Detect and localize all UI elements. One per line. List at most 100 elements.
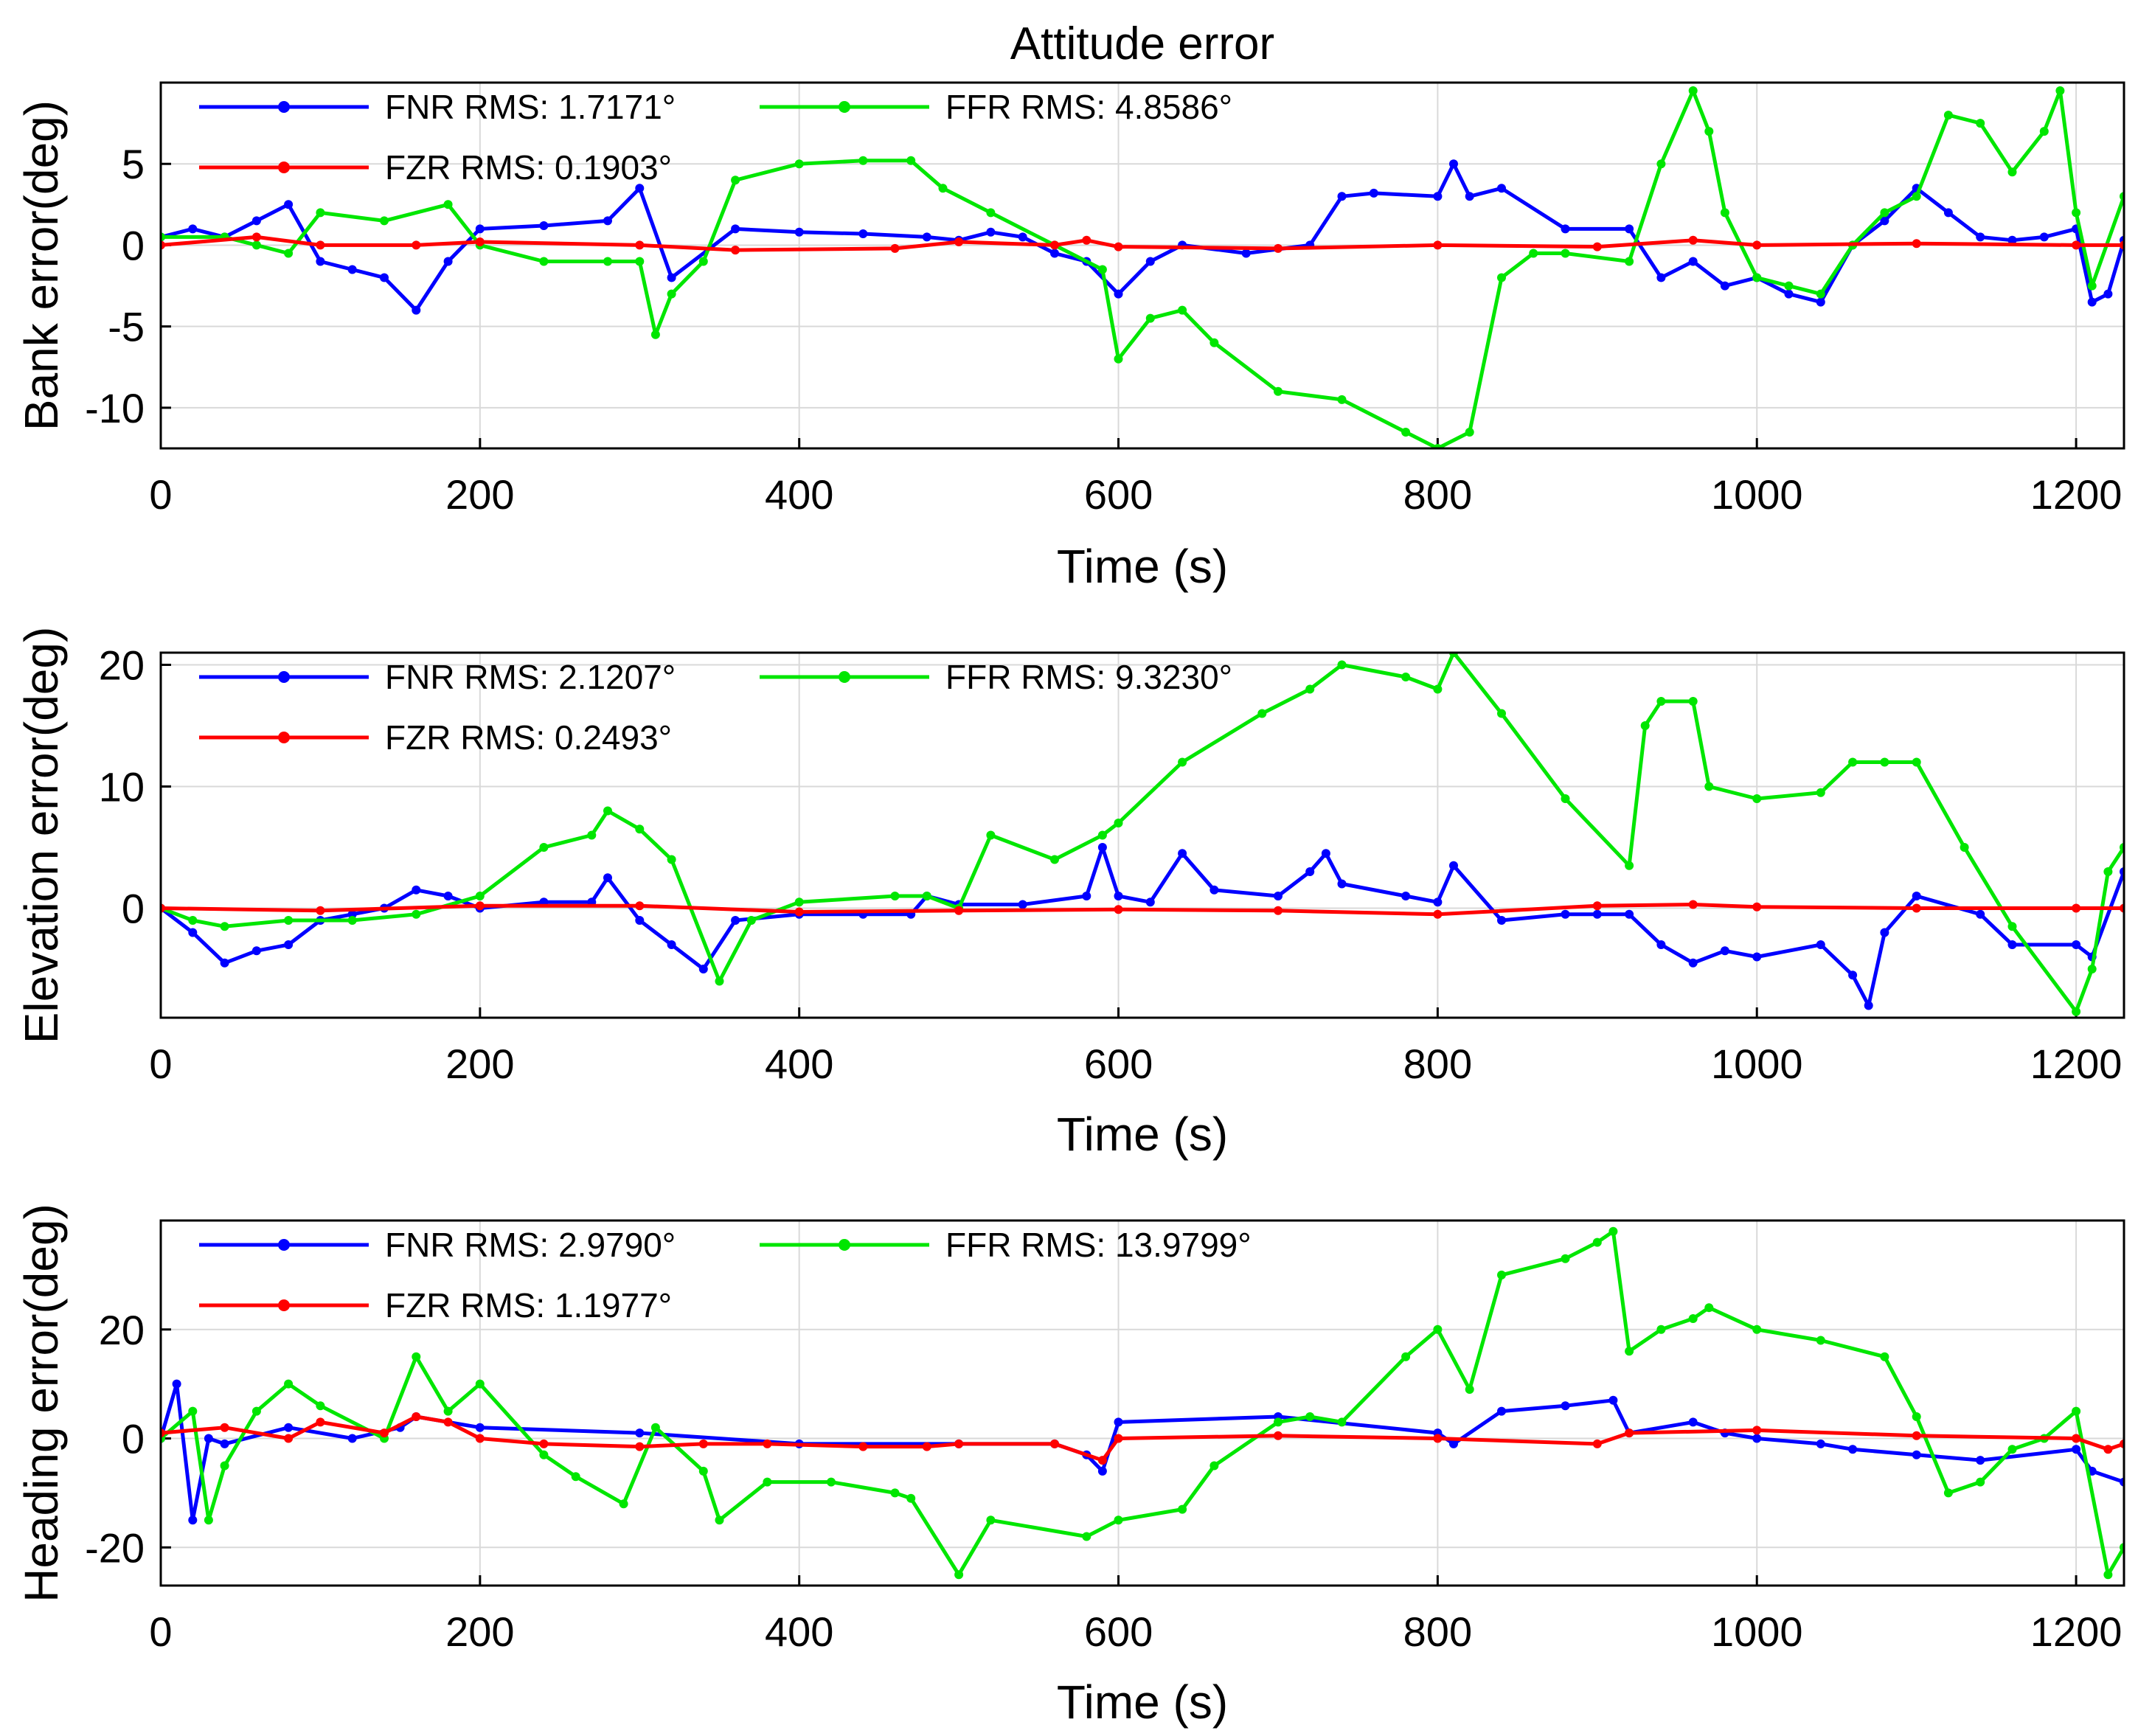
data-point-ffr — [827, 1477, 836, 1487]
data-point-ffr — [1912, 757, 1921, 767]
y-tick-label: 10 — [99, 764, 145, 810]
data-point-ffr — [316, 1401, 325, 1411]
legend-marker — [278, 1239, 290, 1251]
data-point-ffr — [906, 156, 916, 165]
data-point-ffr — [1880, 757, 1889, 767]
data-point-ffr — [603, 806, 612, 816]
data-point-ffr — [1912, 192, 1921, 201]
data-point-fnr — [1656, 273, 1666, 282]
data-point-fnr — [1752, 1434, 1762, 1443]
data-point-ffr — [922, 892, 931, 900]
data-point-fnr — [172, 1379, 181, 1389]
data-point-fnr — [1178, 849, 1187, 858]
data-point-ffr — [1178, 305, 1187, 315]
data-point-ffr — [539, 257, 549, 266]
x-tick-label: 200 — [445, 1608, 514, 1655]
x-tick-label: 600 — [1084, 1041, 1153, 1087]
data-point-ffr — [1465, 428, 1474, 437]
data-point-fzr — [1433, 1434, 1443, 1443]
data-point-fnr — [1369, 188, 1378, 198]
data-point-ffr — [2007, 167, 2017, 177]
data-point-ffr — [220, 922, 229, 931]
data-point-fnr — [2039, 232, 2049, 242]
data-point-fnr — [922, 232, 931, 242]
legend-item-ffr: FFR RMS: 4.8586° — [760, 88, 1232, 126]
data-point-ffr — [1943, 111, 1953, 120]
data-point-ffr — [587, 830, 597, 840]
data-point-fnr — [1561, 909, 1570, 919]
data-point-ffr — [1656, 1324, 1666, 1334]
data-point-ffr — [715, 976, 724, 986]
data-point-fnr — [1816, 940, 1825, 949]
data-point-ffr — [858, 156, 868, 165]
data-point-fzr — [922, 1442, 931, 1451]
data-point-fzr — [1752, 1426, 1762, 1435]
series-group — [161, 86, 2124, 448]
data-point-ffr — [890, 1488, 900, 1498]
data-point-ffr — [619, 1499, 628, 1509]
data-point-ffr — [938, 184, 948, 193]
data-point-ffr — [2087, 281, 2097, 291]
data-point-fnr — [380, 273, 389, 282]
data-point-fzr — [954, 906, 964, 915]
data-point-fzr — [316, 906, 325, 915]
data-point-fzr — [220, 1423, 229, 1432]
data-point-ffr — [1960, 843, 1969, 852]
data-point-ffr — [443, 200, 453, 209]
data-point-ffr — [1097, 830, 1107, 840]
data-point-ffr — [1656, 697, 1666, 706]
data-point-ffr — [794, 897, 804, 907]
data-point-fnr — [1337, 879, 1347, 889]
data-point-fnr — [1449, 1439, 1458, 1448]
x-axis-label: Time (s) — [1057, 1108, 1228, 1161]
data-point-ffr — [1704, 127, 1714, 136]
data-point-ffr — [667, 855, 676, 864]
legend-marker — [278, 162, 290, 173]
data-point-fnr — [1401, 892, 1411, 900]
data-point-ffr — [635, 257, 645, 266]
data-point-fnr — [794, 227, 804, 237]
data-point-ffr — [1752, 1324, 1762, 1334]
data-point-fnr — [1241, 249, 1251, 258]
x-tick-label: 1000 — [1711, 1608, 1803, 1655]
data-point-fnr — [635, 916, 645, 925]
data-point-fnr — [1943, 208, 1953, 218]
x-tick-label: 1200 — [2030, 1041, 2123, 1087]
data-point-ffr — [698, 257, 708, 266]
data-point-fnr — [731, 224, 740, 234]
data-point-ffr — [1688, 1314, 1698, 1323]
legend-item-fnr: FNR RMS: 2.1207° — [199, 658, 676, 696]
data-point-fnr — [1976, 909, 1985, 919]
data-point-ffr — [698, 1466, 708, 1476]
data-point-fzr — [2103, 1445, 2113, 1454]
data-point-fzr — [1912, 1431, 1921, 1440]
legend-marker — [278, 1299, 290, 1311]
data-point-ffr — [1401, 673, 1411, 681]
y-tick-label: -20 — [85, 1524, 145, 1571]
data-point-fnr — [1305, 867, 1315, 876]
data-point-ffr — [906, 1493, 916, 1503]
x-tick-label: 0 — [149, 1041, 172, 1087]
data-point-fnr — [1018, 232, 1027, 242]
panel-2: 0 200 400 600 800 1000 1200 0 10 20 FNR RMS: 2.120… — [15, 627, 2125, 1161]
data-point-fzr — [763, 1439, 772, 1448]
legend-item-fzr: FZR RMS: 0.1903° — [199, 148, 672, 187]
data-point-fzr — [794, 907, 804, 917]
data-point-fnr — [1625, 909, 1634, 919]
axis-frame — [159, 651, 2125, 1019]
data-point-ffr — [650, 330, 660, 339]
data-point-fzr — [475, 237, 485, 246]
data-point-ffr — [1752, 794, 1762, 803]
legend-label: FNR RMS: 2.1207° — [385, 658, 676, 696]
data-point-ffr — [794, 159, 804, 169]
data-point-fnr — [731, 916, 740, 925]
y-tick-label: 0 — [122, 886, 145, 932]
data-point-fzr — [1274, 906, 1283, 915]
y-tick-label: -10 — [85, 385, 145, 431]
data-point-ffr — [1561, 1254, 1570, 1263]
data-point-ffr — [986, 830, 996, 840]
data-point-ffr — [746, 916, 756, 925]
data-point-fnr — [220, 1439, 229, 1448]
data-point-ffr — [380, 216, 389, 226]
